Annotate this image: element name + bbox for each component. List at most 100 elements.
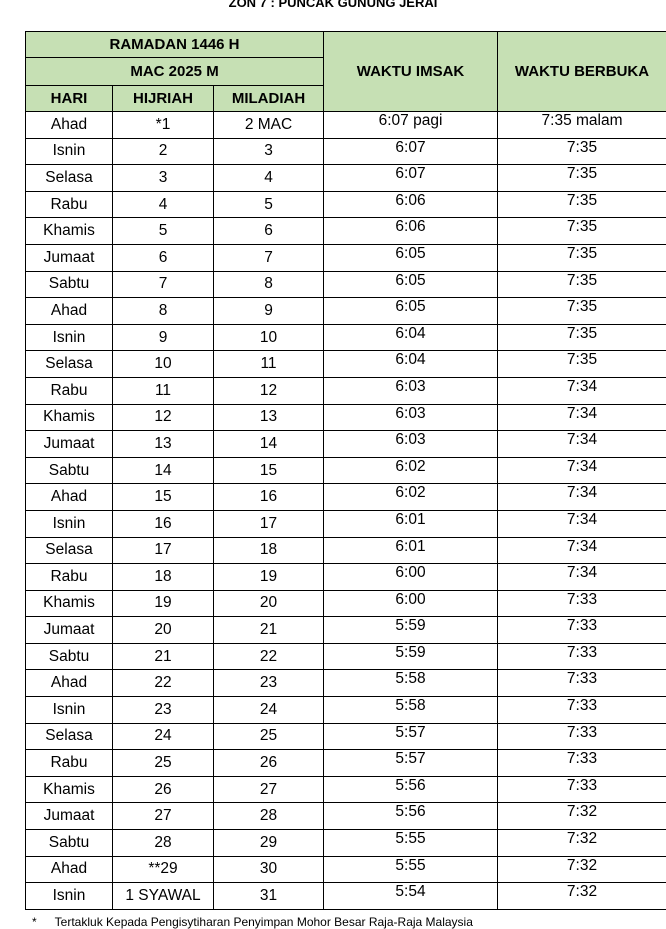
berbuka-cell: 7:34 [498,484,666,511]
day-cell: Ahad [26,112,113,139]
hijri-cell: 22 [113,670,214,697]
day-cell: Ahad [26,298,113,325]
hijri-cell: 1 SYAWAL [113,883,214,910]
berbuka-cell: 7:33 [498,590,666,617]
hijri-cell: 4 [113,191,214,218]
gregorian-cell: 11 [214,351,324,378]
imsak-cell: 6:05 [324,271,498,298]
schedule-table: RAMADAN 1446 H WAKTU IMSAK WAKTU BERBUKA… [25,31,666,910]
hijri-cell: 5 [113,218,214,245]
day-cell: Khamis [26,404,113,431]
berbuka-cell: 7:32 [498,830,666,857]
imsak-cell: 5:57 [324,723,498,750]
page-title: ZON 7 : PUNCAK GUNUNG JERAI [0,0,666,10]
hijri-cell: 23 [113,697,214,724]
hijri-cell: 24 [113,723,214,750]
berbuka-cell: 7:35 [498,271,666,298]
gregorian-cell: 14 [214,431,324,458]
hijri-cell: 17 [113,537,214,564]
berbuka-cell: 7:34 [498,377,666,404]
berbuka-cell: 7:33 [498,750,666,777]
day-cell: Sabtu [26,830,113,857]
gregorian-cell: 22 [214,643,324,670]
day-cell: Rabu [26,191,113,218]
berbuka-cell: 7:35 [498,298,666,325]
gregorian-cell: 26 [214,750,324,777]
berbuka-cell: 7:33 [498,697,666,724]
berbuka-cell: 7:34 [498,457,666,484]
imsak-cell: 6:03 [324,431,498,458]
day-cell: Rabu [26,377,113,404]
day-cell: Ahad [26,670,113,697]
berbuka-cell: 7:32 [498,856,666,883]
berbuka-cell: 7:35 [498,138,666,165]
day-cell: Sabtu [26,457,113,484]
table-header: RAMADAN 1446 H WAKTU IMSAK WAKTU BERBUKA… [26,32,666,112]
gregorian-cell: 20 [214,590,324,617]
berbuka-cell: 7:33 [498,670,666,697]
berbuka-cell: 7:33 [498,776,666,803]
imsak-cell: 6:03 [324,404,498,431]
imsak-cell: 5:59 [324,617,498,644]
day-cell: Jumaat [26,431,113,458]
gregorian-cell: 24 [214,697,324,724]
hijri-cell: *1 [113,112,214,139]
hijri-cell: 3 [113,165,214,192]
day-cell: Jumaat [26,803,113,830]
imsak-cell: 6:00 [324,564,498,591]
gregorian-cell: 27 [214,776,324,803]
hijri-cell: 20 [113,617,214,644]
header-cell: MAC 2025 M [26,58,324,86]
gregorian-cell: 23 [214,670,324,697]
berbuka-cell: 7:34 [498,564,666,591]
berbuka-cell: 7:35 [498,244,666,271]
gregorian-cell: 4 [214,165,324,192]
gregorian-cell: 17 [214,510,324,537]
berbuka-cell: 7:34 [498,510,666,537]
hijri-cell: 19 [113,590,214,617]
berbuka-cell: 7:33 [498,643,666,670]
berbuka-cell: 7:35 [498,351,666,378]
gregorian-cell: 18 [214,537,324,564]
gregorian-cell: 15 [214,457,324,484]
imsak-cell: 5:58 [324,670,498,697]
imsak-cell: 6:02 [324,457,498,484]
day-cell: Sabtu [26,643,113,670]
gregorian-cell: 12 [214,377,324,404]
hijri-cell: 8 [113,298,214,325]
berbuka-cell: 7:33 [498,723,666,750]
berbuka-cell: 7:35 [498,324,666,351]
berbuka-cell: 7:32 [498,883,666,910]
berbuka-cell: 7:35 malam [498,112,666,139]
hijri-cell: 18 [113,564,214,591]
day-cell: Selasa [26,165,113,192]
day-cell: Khamis [26,776,113,803]
day-cell: Selasa [26,351,113,378]
imsak-cell: 6:04 [324,324,498,351]
imsak-cell: 6:01 [324,537,498,564]
hijri-cell: 11 [113,377,214,404]
gregorian-cell: 21 [214,617,324,644]
day-cell: Khamis [26,218,113,245]
imsak-cell: 5:55 [324,856,498,883]
imsak-cell: 5:56 [324,776,498,803]
header-cell: WAKTU IMSAK [324,32,498,112]
hijri-cell: 15 [113,484,214,511]
day-cell: Ahad [26,856,113,883]
imsak-cell: 6:00 [324,590,498,617]
